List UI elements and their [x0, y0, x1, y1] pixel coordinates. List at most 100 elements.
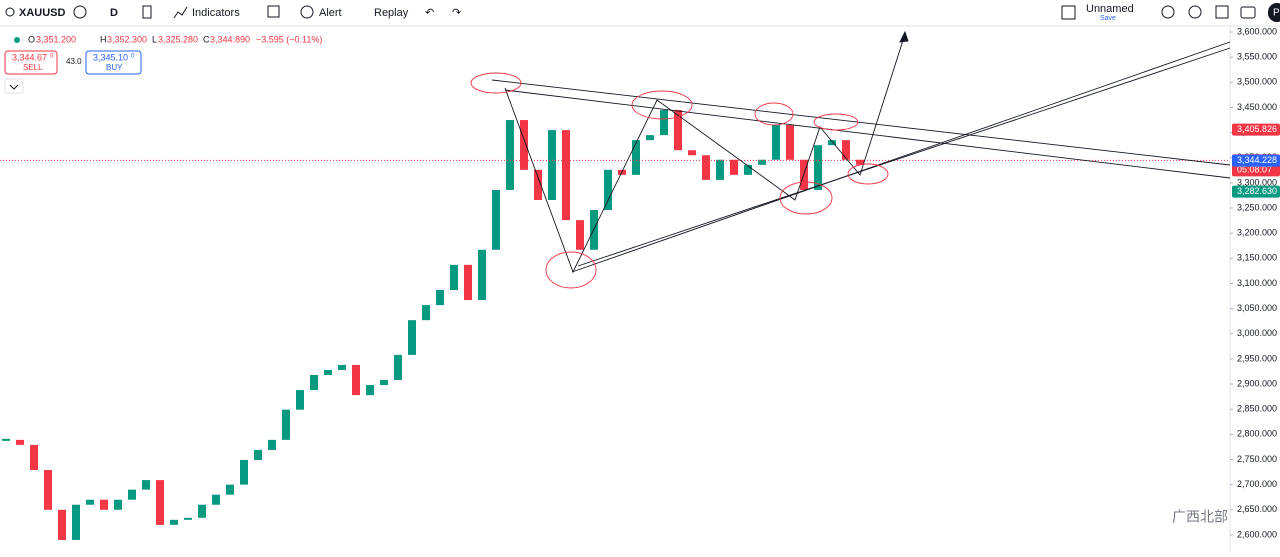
redo[interactable]: ↷: [452, 7, 461, 19]
legend-change: −3.595 (−0.11%): [256, 34, 322, 44]
layout-name[interactable]: Unnamed: [1086, 3, 1134, 15]
buy-price[interactable]: 3,345.10: [93, 52, 128, 62]
interval[interactable]: D: [110, 7, 118, 19]
avatar-letter[interactable]: P: [1273, 8, 1280, 19]
candle: [142, 480, 150, 490]
candle: [380, 380, 388, 386]
price-label-bg: [1232, 185, 1280, 198]
symbol[interactable]: XAUUSD: [19, 7, 66, 19]
path-arrows: [504, 33, 906, 274]
y-tick-label: 3,050.000: [1237, 303, 1277, 313]
y-tick-label: 3,550.000: [1237, 52, 1277, 62]
price-label-bg: [1232, 123, 1280, 136]
candle: [814, 145, 822, 190]
legend: O 3,351.200 H 3,352.300 L 3,325.280 C 3,…: [4, 34, 322, 94]
buy-label[interactable]: BUY: [106, 63, 123, 72]
buy-button[interactable]: [85, 50, 142, 75]
legend-o: O: [28, 34, 35, 44]
y-tick-label: 3,150.000: [1237, 253, 1277, 263]
candle: [758, 159, 766, 165]
fullscreen[interactable]: [1215, 5, 1229, 19]
candle: [72, 504, 80, 540]
candle: [86, 499, 94, 505]
save[interactable]: Save: [1100, 15, 1116, 22]
alert[interactable]: Alert: [319, 7, 342, 19]
candle: [2, 438, 10, 441]
price-label-bg: [1232, 154, 1280, 167]
candle: [226, 484, 234, 495]
y-tick-label: 2,600.000: [1237, 529, 1277, 539]
alert-icon[interactable]: [300, 5, 314, 19]
add-symbol[interactable]: [73, 5, 87, 19]
layout-icon[interactable]: [1061, 5, 1076, 20]
chart-type[interactable]: [142, 5, 152, 19]
y-tick-label: 3,500.000: [1237, 77, 1277, 87]
sell-price[interactable]: 3,344.67: [12, 52, 47, 62]
y-tick-label: 3,100.000: [1237, 278, 1277, 288]
search-tool[interactable]: [1161, 5, 1175, 19]
sell-button[interactable]: [4, 50, 58, 75]
candle: [58, 509, 66, 540]
buy-sup[interactable]: 0: [131, 54, 135, 60]
trend-line: [504, 89, 1231, 179]
price-label: 3,405.826: [1237, 124, 1277, 134]
candle: [646, 135, 654, 141]
candle: [716, 159, 724, 180]
settings[interactable]: [1188, 5, 1202, 19]
y-tick-label: 2,650.000: [1237, 504, 1277, 514]
y-tick-label: 3,300.000: [1237, 177, 1277, 187]
candle: [632, 140, 640, 175]
candle: [184, 517, 192, 520]
snapshot[interactable]: [1240, 6, 1256, 19]
legend-high: 3,352.300: [107, 34, 147, 44]
countdown: 05:08:07: [1237, 165, 1272, 175]
candle: [156, 480, 164, 525]
candle: [604, 169, 612, 211]
candle: [338, 364, 346, 370]
candle: [114, 499, 122, 510]
candle: [30, 444, 38, 471]
toolbar: [0, 0, 1280, 26]
templates[interactable]: [267, 5, 280, 18]
collapse[interactable]: [4, 78, 24, 94]
replay[interactable]: Replay: [374, 7, 409, 19]
trend-line: [571, 41, 1231, 273]
candle: [464, 264, 472, 301]
candle: [254, 449, 262, 460]
trend-line: [491, 79, 1231, 166]
y-tick-label: 2,750.000: [1237, 454, 1277, 464]
candle: [408, 320, 416, 355]
candle: [856, 159, 864, 165]
sell-label[interactable]: SELL: [23, 63, 43, 72]
candle: [744, 164, 752, 175]
candle: [478, 249, 486, 301]
y-tick-label: 3,200.000: [1237, 228, 1277, 238]
undo[interactable]: ↶: [425, 7, 434, 19]
candle: [702, 155, 710, 180]
candle: [198, 504, 206, 518]
avatar[interactable]: [1268, 3, 1280, 22]
candle: [240, 459, 248, 485]
drawings: [470, 30, 1231, 289]
indicators-icon[interactable]: [173, 6, 188, 19]
search-icon[interactable]: [5, 7, 15, 17]
sell-sup[interactable]: 0: [50, 54, 54, 60]
candle: [366, 385, 374, 396]
candle: [688, 150, 696, 156]
candle: [170, 519, 178, 525]
collapse-icon[interactable]: [9, 84, 19, 90]
candle: [772, 125, 780, 160]
candle: [422, 305, 430, 321]
circle: [470, 72, 522, 94]
candle: [324, 369, 332, 375]
indicators[interactable]: Indicators: [192, 7, 240, 19]
candle: [786, 125, 794, 160]
candle: [282, 409, 290, 440]
legend-low: 3,325.280: [158, 34, 198, 44]
candle: [100, 499, 108, 510]
candle: [16, 439, 24, 445]
candle: [128, 489, 136, 500]
legend-c: C: [203, 34, 210, 44]
candle: [842, 140, 850, 160]
